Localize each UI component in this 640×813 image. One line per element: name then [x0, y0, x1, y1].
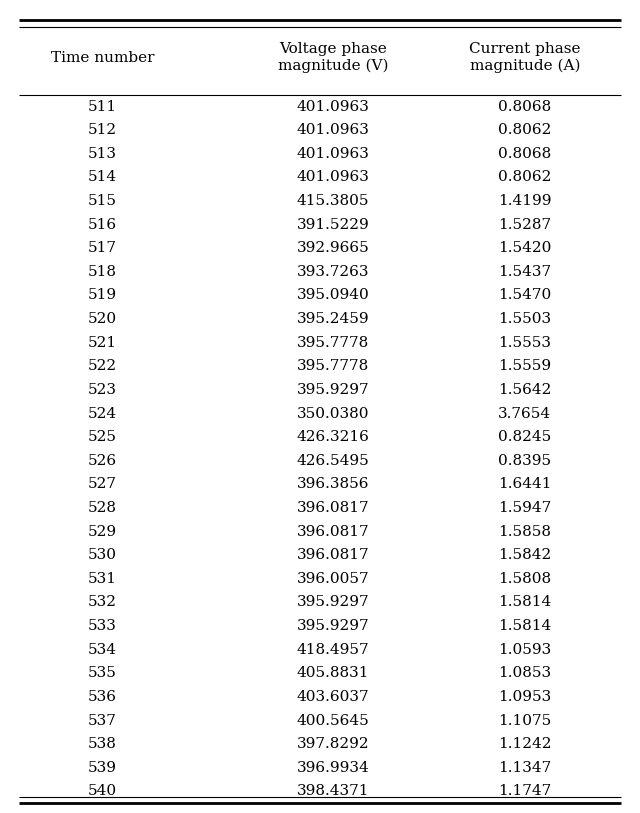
Text: 392.9665: 392.9665	[296, 241, 369, 255]
Text: 426.5495: 426.5495	[296, 454, 369, 467]
Text: 0.8062: 0.8062	[498, 123, 552, 137]
Text: 396.0057: 396.0057	[296, 572, 369, 586]
Text: 530: 530	[88, 548, 117, 563]
Text: 519: 519	[88, 289, 117, 302]
Text: 517: 517	[88, 241, 117, 255]
Text: Time number: Time number	[51, 50, 154, 64]
Text: 1.1347: 1.1347	[498, 761, 552, 775]
Text: 1.1747: 1.1747	[498, 785, 552, 798]
Text: 1.1075: 1.1075	[498, 714, 552, 728]
Text: 511: 511	[88, 99, 117, 114]
Text: 415.3805: 415.3805	[296, 194, 369, 208]
Text: 525: 525	[88, 430, 117, 444]
Text: 1.5559: 1.5559	[498, 359, 552, 373]
Text: 396.0817: 396.0817	[296, 548, 369, 563]
Text: 526: 526	[88, 454, 117, 467]
Text: 1.5437: 1.5437	[498, 265, 552, 279]
Text: 1.6441: 1.6441	[498, 477, 552, 491]
Text: 400.5645: 400.5645	[296, 714, 369, 728]
Text: 523: 523	[88, 383, 117, 397]
Text: 516: 516	[88, 218, 117, 232]
Text: 521: 521	[88, 336, 117, 350]
Text: 393.7263: 393.7263	[296, 265, 369, 279]
Text: 0.8068: 0.8068	[498, 99, 552, 114]
Text: 1.5808: 1.5808	[498, 572, 552, 586]
Text: 1.5553: 1.5553	[499, 336, 551, 350]
Text: 401.0963: 401.0963	[296, 171, 369, 185]
Text: 403.6037: 403.6037	[296, 690, 369, 704]
Text: 518: 518	[88, 265, 117, 279]
Text: 1.5814: 1.5814	[498, 595, 552, 610]
Text: 1.0953: 1.0953	[498, 690, 552, 704]
Text: 3.7654: 3.7654	[498, 406, 552, 420]
Text: 396.0817: 396.0817	[296, 524, 369, 539]
Text: 1.5947: 1.5947	[498, 501, 552, 515]
Text: 1.0853: 1.0853	[498, 667, 552, 680]
Text: 391.5229: 391.5229	[296, 218, 369, 232]
Text: 529: 529	[88, 524, 117, 539]
Text: 401.0963: 401.0963	[296, 99, 369, 114]
Text: 514: 514	[88, 171, 117, 185]
Text: 1.4199: 1.4199	[498, 194, 552, 208]
Text: 513: 513	[88, 147, 117, 161]
Text: 0.8395: 0.8395	[498, 454, 552, 467]
Text: 520: 520	[88, 312, 117, 326]
Text: 1.5842: 1.5842	[498, 548, 552, 563]
Text: 515: 515	[88, 194, 117, 208]
Text: 531: 531	[88, 572, 117, 586]
Text: 535: 535	[88, 667, 117, 680]
Text: 398.4371: 398.4371	[296, 785, 369, 798]
Text: 396.9934: 396.9934	[296, 761, 369, 775]
Text: 539: 539	[88, 761, 117, 775]
Text: Voltage phase
magnitude (V): Voltage phase magnitude (V)	[278, 41, 388, 73]
Text: 538: 538	[88, 737, 117, 751]
Text: 533: 533	[88, 620, 117, 633]
Text: 395.9297: 395.9297	[296, 595, 369, 610]
Text: 401.0963: 401.0963	[296, 123, 369, 137]
Text: 540: 540	[88, 785, 117, 798]
Text: 397.8292: 397.8292	[296, 737, 369, 751]
Text: 395.0940: 395.0940	[296, 289, 369, 302]
Text: 426.3216: 426.3216	[296, 430, 369, 444]
Text: 418.4957: 418.4957	[296, 643, 369, 657]
Text: 395.7778: 395.7778	[297, 336, 369, 350]
Text: 534: 534	[88, 643, 117, 657]
Text: 0.8245: 0.8245	[498, 430, 552, 444]
Text: 395.9297: 395.9297	[296, 383, 369, 397]
Text: 1.5470: 1.5470	[498, 289, 552, 302]
Text: 0.8068: 0.8068	[498, 147, 552, 161]
Text: 527: 527	[88, 477, 117, 491]
Text: 1.5814: 1.5814	[498, 620, 552, 633]
Text: 1.1242: 1.1242	[498, 737, 552, 751]
Text: 532: 532	[88, 595, 117, 610]
Text: 395.2459: 395.2459	[296, 312, 369, 326]
Text: 1.5287: 1.5287	[498, 218, 552, 232]
Text: 0.8062: 0.8062	[498, 171, 552, 185]
Text: 1.5858: 1.5858	[499, 524, 551, 539]
Text: 537: 537	[88, 714, 117, 728]
Text: 395.9297: 395.9297	[296, 620, 369, 633]
Text: 522: 522	[88, 359, 117, 373]
Text: 395.7778: 395.7778	[297, 359, 369, 373]
Text: 405.8831: 405.8831	[296, 667, 369, 680]
Text: 524: 524	[88, 406, 117, 420]
Text: 1.0593: 1.0593	[498, 643, 552, 657]
Text: 536: 536	[88, 690, 117, 704]
Text: 512: 512	[88, 123, 117, 137]
Text: 396.3856: 396.3856	[296, 477, 369, 491]
Text: 1.5420: 1.5420	[498, 241, 552, 255]
Text: 350.0380: 350.0380	[296, 406, 369, 420]
Text: 396.0817: 396.0817	[296, 501, 369, 515]
Text: Current phase
magnitude (A): Current phase magnitude (A)	[469, 41, 580, 73]
Text: 1.5503: 1.5503	[498, 312, 552, 326]
Text: 401.0963: 401.0963	[296, 147, 369, 161]
Text: 1.5642: 1.5642	[498, 383, 552, 397]
Text: 528: 528	[88, 501, 117, 515]
